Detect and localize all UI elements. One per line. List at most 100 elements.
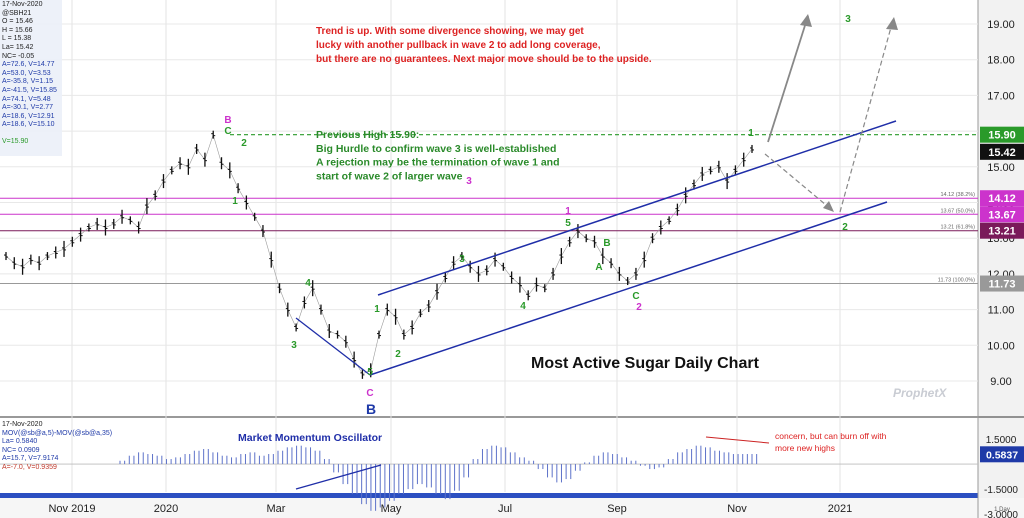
readout-2: A=-35.8, V=1.15 [2, 78, 53, 86]
header-last: La= 15.42 [2, 43, 34, 51]
x-tick-label: Nov [727, 503, 747, 515]
price-tag-label: 11.73 [989, 279, 1016, 291]
wave-label: A [595, 262, 602, 273]
y-tick-label: 17.00 [987, 90, 1015, 102]
previous-high-note-line: Previous High 15.90: [316, 129, 419, 141]
projection-arrow-wave3 [839, 19, 894, 213]
wave-label: 2 [395, 349, 401, 360]
watermark-logo: ProphetX [893, 386, 947, 400]
wave-label: 1 [374, 304, 380, 315]
price-tag-label: 13.67 [988, 209, 1016, 221]
arrowhead-wave3 [886, 17, 898, 30]
oscillator-last-value: 0.5837 [986, 449, 1018, 461]
price-tag-box [980, 126, 1024, 143]
concern-note-line: more new highs [775, 443, 835, 453]
readout-7: A=18.6, V=15.10 [2, 121, 55, 129]
x-tick-label: May [381, 503, 402, 515]
previous-high-note-line: A rejection may be the termination of wa… [316, 157, 560, 169]
price-tag-label: 15.42 [988, 147, 1016, 159]
y-tick-label: 19.00 [987, 19, 1015, 31]
time-axis-bg [0, 498, 1024, 518]
y-tick-label: 11.00 [988, 305, 1015, 317]
price-tag-label: 13.21 [988, 226, 1016, 238]
trend-note-line: but there are no guarantees. Next major … [316, 54, 652, 65]
fib-level-label: 14.12 (38.2%) [940, 192, 975, 198]
arrowhead-down [823, 201, 834, 212]
y-tick-label: 18.00 [987, 55, 1015, 67]
wave-label: 5 [565, 218, 571, 229]
y-tick-label: 15.00 [987, 162, 1015, 174]
osc-date: 17-Nov-2020 [2, 421, 43, 428]
oscillator-title: Market Momentum Oscillator [238, 432, 382, 444]
oscillator-y-tick: -3.0000 [984, 510, 1018, 518]
wave-label: B [603, 238, 610, 249]
osc-last: La= 0.5840 [2, 438, 38, 446]
price-axis-bg [978, 0, 1024, 518]
channel-upper-line [377, 120, 897, 296]
oscillator-y-tick: -1.5000 [984, 485, 1018, 496]
price-tag-label: 14.12 [988, 193, 1016, 205]
osc-net-change: NC= 0.0909 [2, 446, 40, 454]
x-tick-label: Sep [607, 503, 627, 515]
oscillator-concern-line [705, 436, 770, 444]
readout-6: A=18.6, V=12.91 [2, 112, 55, 120]
wave-label: 4 [520, 301, 526, 312]
header-low: L = 15.38 [2, 35, 32, 43]
wave-label: 3 [845, 14, 851, 25]
wave-label: 1 [748, 128, 754, 139]
wave-label: B [366, 401, 376, 417]
readout-4: A=74.1, V=5.48 [2, 95, 51, 103]
price-tag-box [980, 190, 1024, 207]
oscillator-readout: 17-Nov-2020 MOV(@sb@a,5)-MOV(@sb@a,35) L… [0, 420, 118, 478]
wave-label: 2 [241, 138, 247, 149]
price-tag-box [980, 275, 1024, 292]
header-high: H = 15.66 [2, 26, 33, 34]
ohlc-readout: 17-Nov-2020 @SBH21 O = 15.46 H = 15.66 L… [0, 0, 62, 156]
fib-level-label: 11.73 (100.0%) [938, 278, 975, 284]
previous-high-note-line: start of wave 2 of larger wave [316, 170, 463, 182]
wave-label: 1 [565, 206, 571, 217]
wave-label: C [224, 126, 231, 137]
fib-level-label: 13.21 (61.8%) [940, 225, 975, 231]
fib-level-label: 13.67 (50.0%) [940, 208, 975, 214]
wave-label: 5 [367, 367, 373, 378]
chart-title: Most Active Sugar Daily Chart [531, 355, 760, 372]
price-plot-area [0, 0, 978, 416]
osc-a2: A=-7.0, V=0.9359 [2, 463, 57, 471]
x-tick-label: 2021 [828, 503, 852, 515]
wave-label: 3 [459, 254, 465, 265]
channel-lower-line [369, 201, 888, 376]
previous-high-note-line: Big Hurdle to confirm wave 3 is well-est… [316, 143, 556, 155]
wave-label: B [224, 115, 231, 126]
wave-label: 1 [232, 196, 238, 207]
oscillator-y-tick: 1.5000 [986, 435, 1017, 446]
y-tick-label: 10.00 [987, 340, 1015, 352]
v-label: V=15.90 [2, 137, 29, 145]
decline-line [295, 317, 371, 376]
price-tag-box [980, 222, 1024, 239]
wave-label: 3 [466, 176, 472, 187]
projection-arrow-down [764, 153, 833, 211]
oscillator-divergence-line [295, 464, 382, 490]
price-tag-box [980, 206, 1024, 223]
trend-note-line: lucky with another pullback in wave 2 to… [316, 40, 601, 51]
osc-formula: MOV(@sb@a,5)-MOV(@sb@a,35) [2, 429, 113, 437]
price-tag-box [980, 143, 1024, 160]
price-tag-label: 15.90 [988, 130, 1016, 142]
arrowhead-up [800, 14, 812, 27]
readout-1: A=53.0, V=3.53 [2, 69, 51, 77]
projection-arrow-up [767, 15, 809, 143]
wave-label: 2 [842, 222, 848, 233]
header-date: 17-Nov-2020 [2, 1, 43, 8]
wave-label: 2 [636, 302, 642, 313]
x-tick-label: Mar [267, 503, 286, 515]
wave-label: 4 [305, 278, 311, 289]
wave-label: C [632, 291, 639, 302]
readout-0: A=72.6, V=14.77 [2, 61, 55, 69]
readout-5: A=-30.1, V=2.77 [2, 104, 53, 112]
header-net-change: NC= -0.05 [2, 52, 35, 60]
interval-label: 1 Day [994, 507, 1010, 513]
wave-label: 3 [291, 340, 297, 351]
